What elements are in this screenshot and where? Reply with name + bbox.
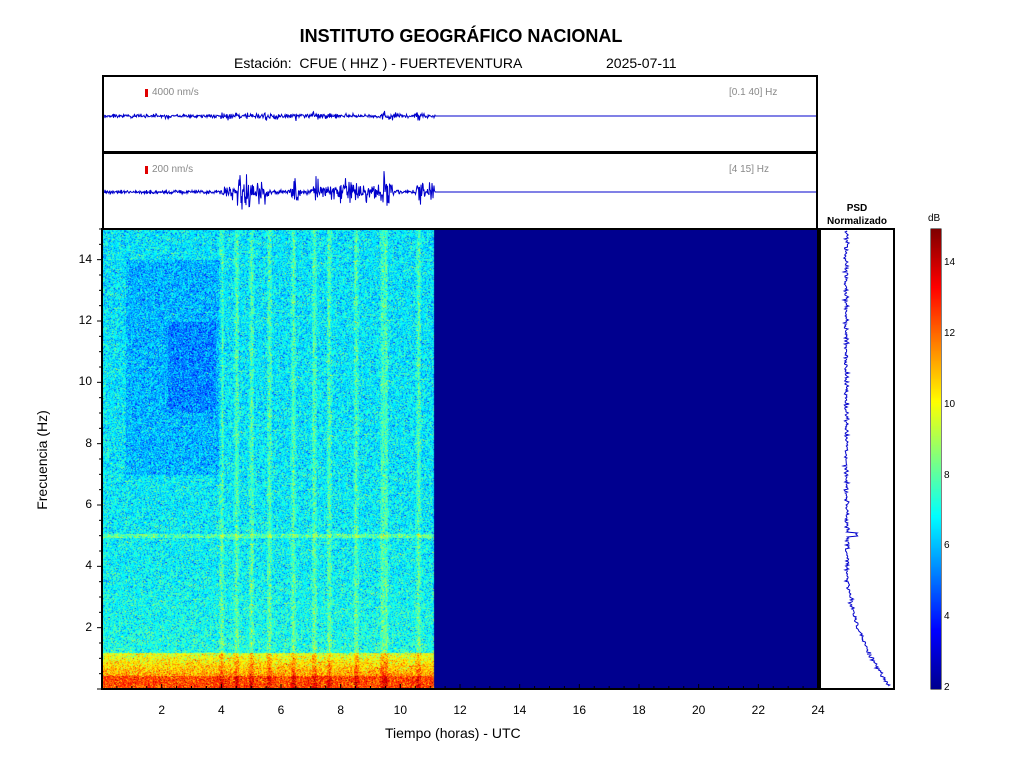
x-tick-label: 12 xyxy=(453,703,467,717)
x-tick-label: 2 xyxy=(158,703,165,717)
filtered-trace xyxy=(104,171,816,210)
x-tick-label: 8 xyxy=(337,703,344,717)
seismogram-broadband xyxy=(102,75,818,153)
colorbar-tick-label: 4 xyxy=(944,611,950,623)
y-tick-label: 4 xyxy=(85,558,92,573)
x-tick-label: 10 xyxy=(393,703,407,717)
y-tick-label: 6 xyxy=(85,497,92,511)
amplitude-scale-bar xyxy=(145,89,148,97)
page-title: INSTITUTO GEOGRÁFICO NACIONAL xyxy=(299,26,623,46)
x-tick-label: 16 xyxy=(572,703,586,717)
colorbar-unit: dB xyxy=(928,213,941,224)
y-tick-label: 14 xyxy=(78,251,92,266)
amplitude-scale-label: 200 nm/s xyxy=(152,164,194,175)
psd-title-line1: PSD xyxy=(846,203,868,214)
frequency-band-label: [0.1 40] Hz xyxy=(729,87,778,98)
seismogram-filtered xyxy=(102,152,818,230)
psd-title: PSD Normalizado xyxy=(820,202,894,228)
frequency-band-label: [4 15] Hz xyxy=(729,164,770,175)
x-tick-label: 20 xyxy=(691,703,706,717)
x-tick-label: 14 xyxy=(512,703,527,717)
amplitude-scale-label: 4000 nm/s xyxy=(152,87,199,98)
psd-panel xyxy=(819,228,895,690)
y-tick-label: 2 xyxy=(85,619,92,634)
amplitude-scale-bar xyxy=(145,166,148,174)
y-axis-label: Frecuencia (Hz) xyxy=(34,410,50,510)
y-tick-label: 8 xyxy=(85,435,92,450)
spectrogram xyxy=(102,229,818,689)
x-tick-label: 6 xyxy=(277,703,285,717)
colorbar-tick-label: 10 xyxy=(944,398,956,410)
x-tick-label: 22 xyxy=(751,703,765,717)
y-tick-label: 12 xyxy=(78,313,92,327)
waveform-line xyxy=(104,171,816,210)
colorbar-tick-label: 14 xyxy=(944,257,956,269)
colorbar-tick-label: 2 xyxy=(944,682,950,693)
date-label: 2025-07-11 xyxy=(606,55,677,71)
station-info: Estación: CFUE ( HHZ ) - FUERTEVENTURA xyxy=(234,55,523,71)
broadband-trace xyxy=(104,110,816,121)
colorbar-tick-label: 6 xyxy=(944,540,950,552)
x-tick-label: 18 xyxy=(632,703,646,717)
waveform-line xyxy=(104,110,816,121)
colorbar-tick-label: 8 xyxy=(944,469,950,481)
colorbar xyxy=(931,229,941,689)
colorbar-tick-label: 12 xyxy=(944,328,956,340)
psd-curve xyxy=(841,230,891,687)
psd-title-line2: Normalizado xyxy=(826,216,887,227)
x-tick-label: 24 xyxy=(811,703,825,717)
x-tick-label: 4 xyxy=(217,703,225,717)
psd-frame xyxy=(819,228,895,690)
x-axis-label: Tiempo (horas) - UTC xyxy=(385,725,521,741)
y-tick-label: 10 xyxy=(78,374,92,389)
